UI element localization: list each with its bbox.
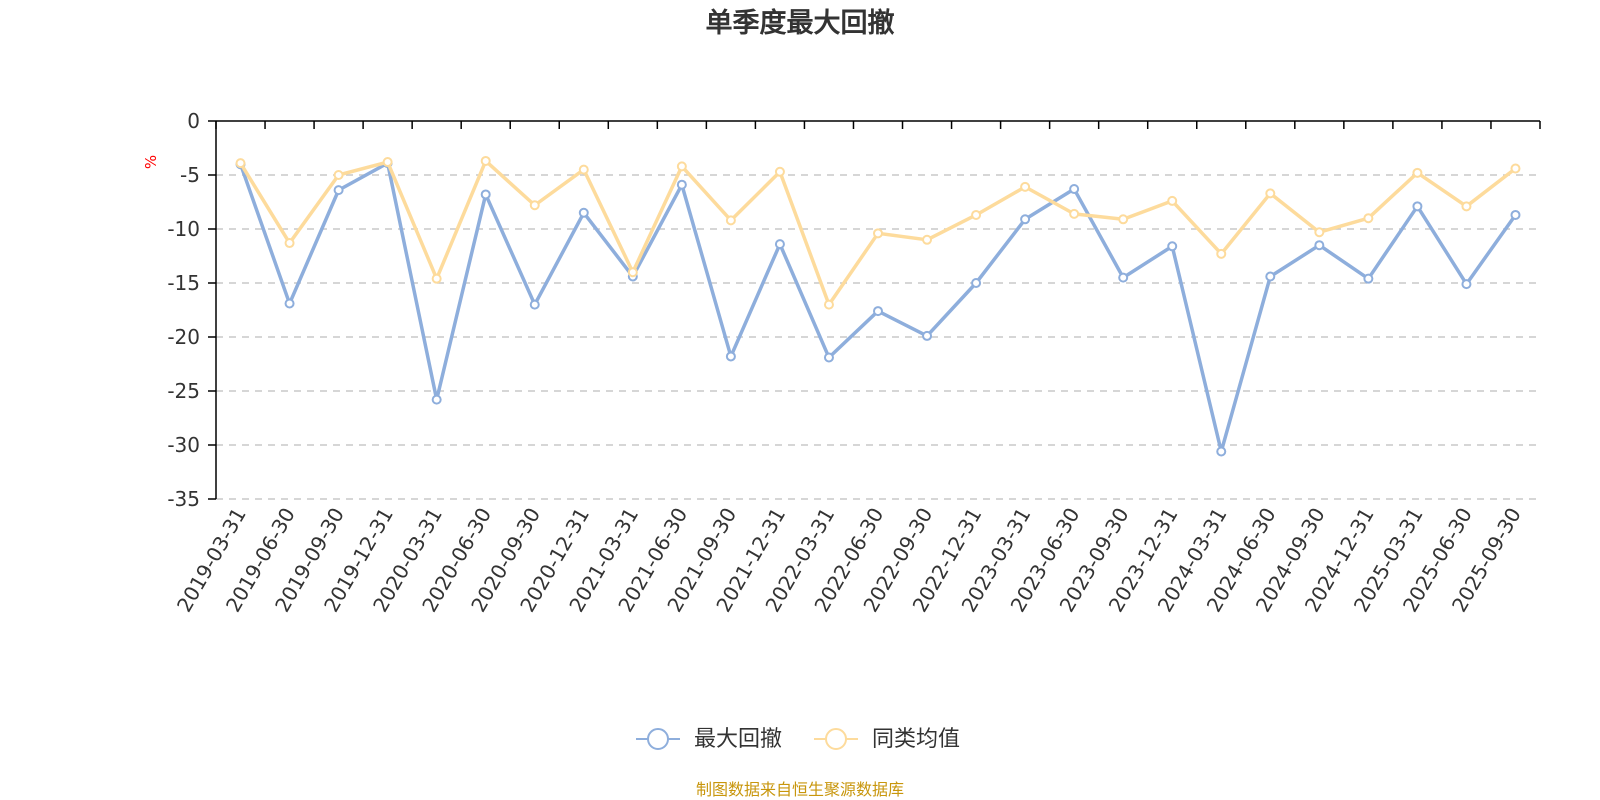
data-point: [1412, 167, 1423, 178]
data-point: [1216, 446, 1227, 457]
data-point: [333, 170, 344, 180]
data-point: [1167, 241, 1178, 252]
data-point: [676, 161, 687, 172]
data-point: [725, 351, 736, 362]
legend-label-series-2: 同类均值: [872, 727, 960, 752]
data-point: [627, 267, 638, 278]
data-point: [1020, 214, 1031, 225]
data-point: [1510, 209, 1521, 220]
data-point: [382, 157, 393, 168]
data-point: [529, 299, 540, 310]
data-point: [823, 352, 834, 363]
data-point: [1314, 227, 1325, 238]
data-point: [922, 330, 933, 341]
y-axis-unit-label: %: [142, 155, 160, 169]
data-point: [1069, 208, 1080, 219]
data-point: [971, 209, 982, 220]
y-tick-label: 0: [187, 109, 200, 133]
y-tick-label: -20: [167, 325, 200, 349]
data-point: [1461, 201, 1472, 212]
data-point: [480, 189, 491, 200]
y-tick-label: -5: [180, 163, 200, 187]
legend: 最大回撤 同类均值: [636, 727, 960, 752]
data-point: [431, 394, 442, 405]
data-point: [1216, 248, 1227, 259]
series-group: [235, 155, 1521, 457]
data-point: [1069, 184, 1080, 195]
data-point: [1314, 240, 1325, 251]
legend-swatch-marker: [825, 728, 847, 750]
y-tick-label: -10: [167, 217, 200, 241]
data-point: [873, 228, 883, 239]
data-point: [578, 164, 589, 175]
y-axis-ticks: 0 -5 -10 -15 -20 -25 -30 -35: [167, 109, 216, 511]
legend-label-series-1: 最大回撤: [694, 727, 782, 752]
y-tick-label: -15: [167, 271, 200, 295]
data-point: [1118, 214, 1129, 225]
chart-title: 单季度最大回撤: [706, 7, 895, 39]
x-axis-ticks: 2019-03-312019-06-302019-09-302019-12-31…: [172, 121, 1541, 616]
data-source-note: 制图数据来自恒生聚源数据库: [696, 780, 904, 799]
data-point: [1461, 279, 1472, 290]
series-2: [235, 155, 1521, 310]
legend-item-series-1[interactable]: 最大回撤: [636, 727, 782, 752]
data-point: [578, 207, 589, 218]
data-point: [971, 278, 982, 288]
data-point: [1167, 195, 1178, 206]
data-point: [1020, 181, 1031, 192]
data-point: [1412, 201, 1423, 212]
y-tick-label: -30: [167, 433, 200, 457]
data-point: [1363, 273, 1374, 284]
data-point: [431, 273, 442, 284]
y-tick-label: -25: [167, 379, 200, 403]
data-point: [333, 185, 344, 196]
data-point: [774, 166, 785, 177]
data-point: [529, 200, 540, 211]
data-point: [676, 179, 687, 190]
data-point: [1265, 188, 1276, 199]
data-point: [1118, 272, 1129, 283]
y-tick-label: -35: [167, 487, 200, 511]
series-1: [235, 158, 1521, 457]
data-point: [480, 155, 491, 166]
data-point: [823, 299, 834, 310]
data-point: [725, 215, 736, 226]
legend-swatch-marker: [647, 728, 669, 750]
data-point: [922, 234, 933, 245]
legend-item-series-2[interactable]: 同类均值: [814, 727, 960, 752]
data-point: [774, 239, 785, 250]
data-point: [1363, 213, 1374, 224]
data-point: [235, 158, 246, 169]
data-point: [284, 238, 295, 249]
data-point: [284, 298, 295, 309]
data-point: [1265, 271, 1276, 282]
data-point: [873, 306, 883, 317]
axes: [215, 120, 1540, 499]
data-point: [1510, 163, 1521, 174]
